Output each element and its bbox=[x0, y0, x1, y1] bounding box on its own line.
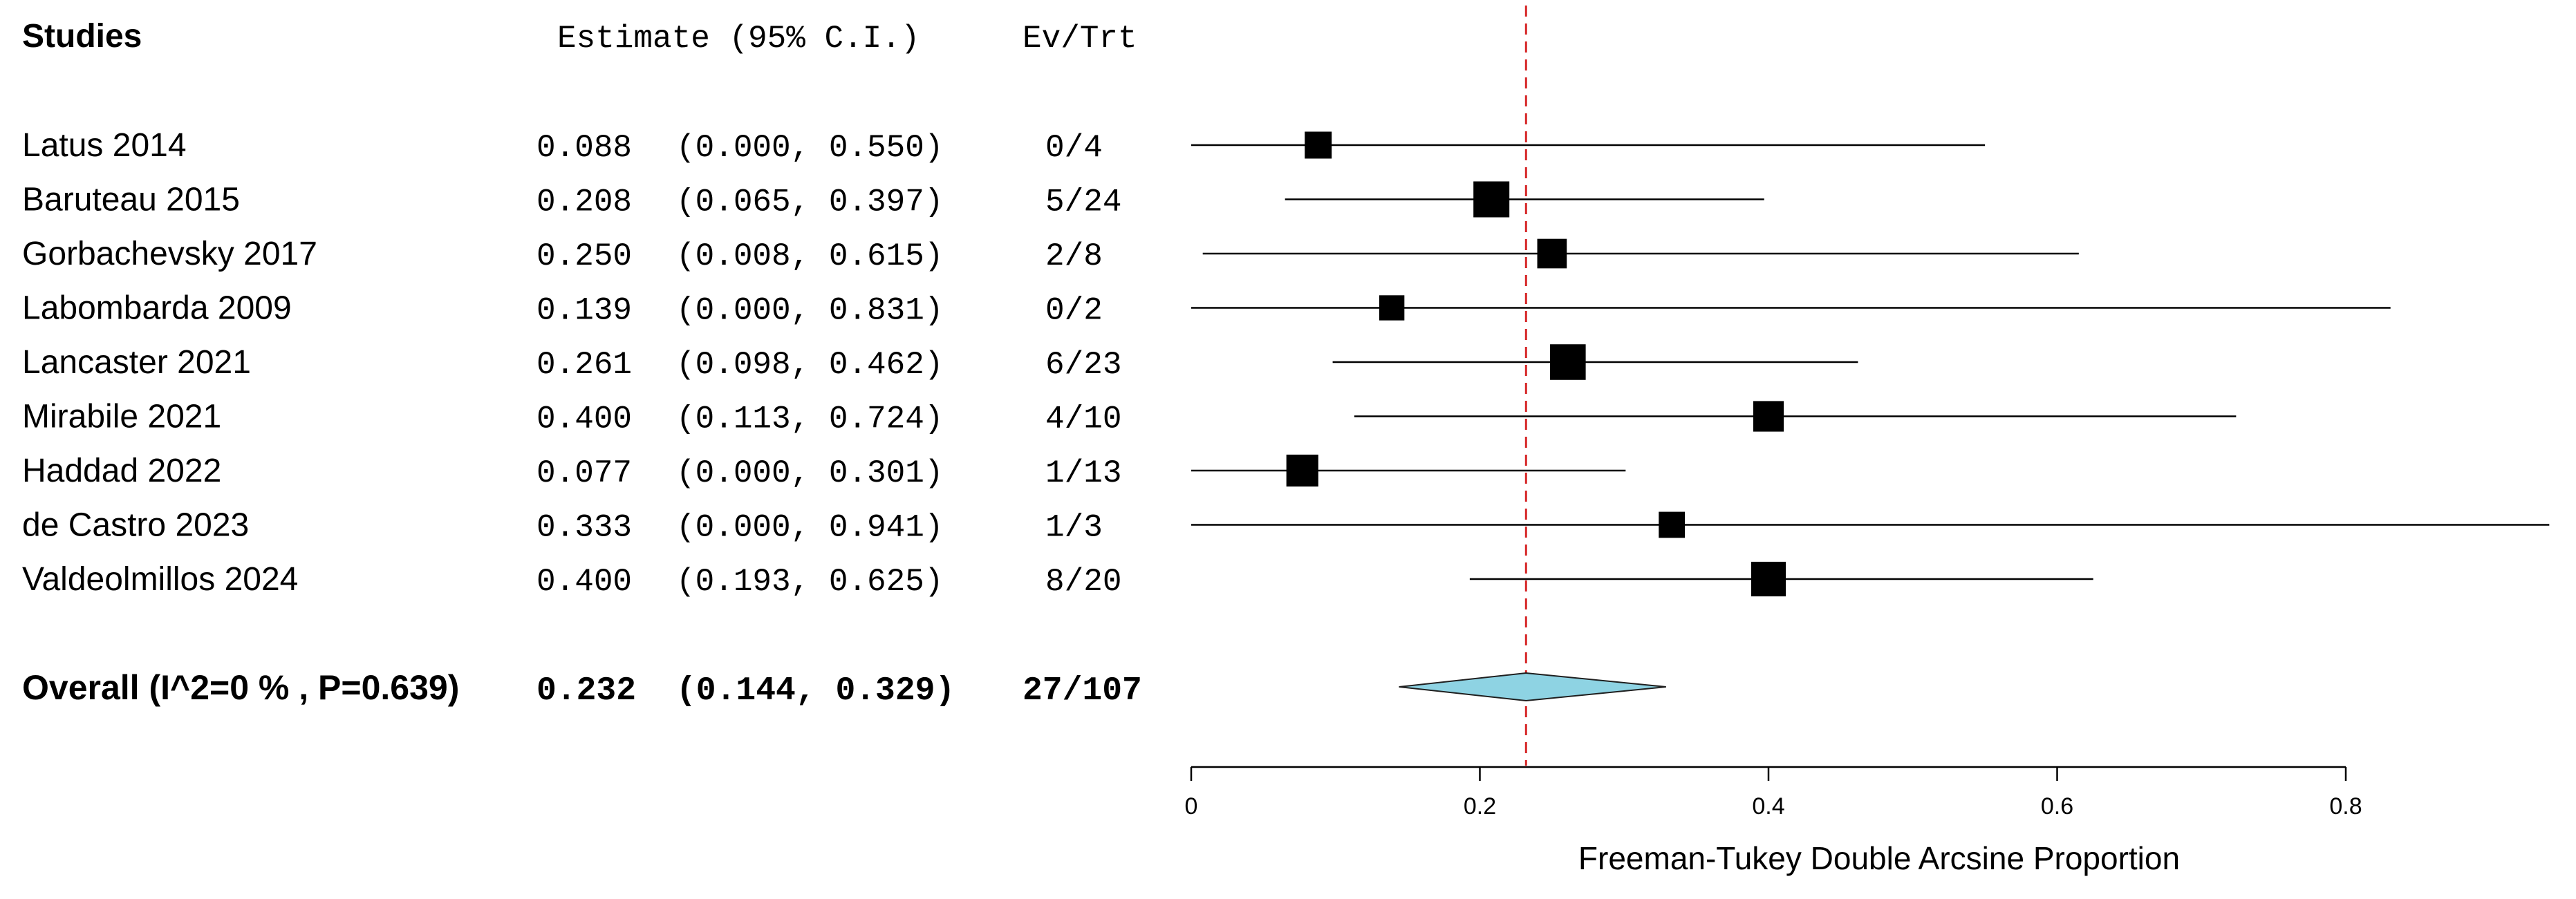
study-estimate: 0.400 bbox=[536, 401, 632, 437]
study-ci: (0.000, 0.831) bbox=[676, 293, 943, 329]
study-name: Gorbachevsky 2017 bbox=[22, 236, 317, 272]
header-estimate: Estimate (95% C.I.) bbox=[557, 21, 920, 57]
study-ci: (0.065, 0.397) bbox=[676, 184, 943, 220]
x-axis: 0 0.2 0.4 0.6 0.8 bbox=[1185, 766, 2362, 820]
study-point-marker bbox=[1659, 511, 1686, 538]
overall-events: 27/107 bbox=[1023, 672, 1142, 710]
study-estimate: 0.400 bbox=[536, 564, 632, 600]
overall-diamond bbox=[1399, 672, 1666, 702]
study-ci: (0.000, 0.550) bbox=[676, 130, 943, 166]
study-events: 1/3 bbox=[1045, 510, 1103, 546]
study-ci: (0.098, 0.462) bbox=[676, 347, 943, 383]
study-name: Mirabile 2021 bbox=[22, 399, 221, 435]
study-estimate: 0.250 bbox=[536, 238, 632, 274]
study-events: 1/13 bbox=[1045, 455, 1121, 491]
study-events: 8/20 bbox=[1045, 564, 1121, 600]
study-ci: (0.113, 0.724) bbox=[676, 401, 943, 437]
study-point-marker bbox=[1751, 561, 1786, 597]
study-estimate: 0.077 bbox=[536, 455, 632, 491]
header-studies: Studies bbox=[22, 18, 142, 55]
overall-ci: (0.144, 0.329) bbox=[676, 672, 955, 710]
study-ci: (0.000, 0.301) bbox=[676, 455, 943, 491]
study-point-marker bbox=[1379, 295, 1405, 321]
study-events: 5/24 bbox=[1045, 184, 1121, 220]
study-rows: Latus 2014 0.088 (0.000, 0.550) 0/4 Baruteau… bbox=[22, 127, 2550, 600]
study-name: de Castro 2023 bbox=[22, 507, 249, 544]
study-point-marker bbox=[1473, 181, 1510, 218]
x-axis-tick-label: 0.6 bbox=[2041, 793, 2073, 820]
study-point-marker bbox=[1550, 344, 1586, 380]
x-axis-tick-label: 0.8 bbox=[2329, 793, 2362, 820]
study-name: Valdeolmillos 2024 bbox=[22, 561, 298, 598]
study-point-marker bbox=[1286, 454, 1318, 487]
study-ci: (0.008, 0.615) bbox=[676, 238, 943, 274]
study-events: 0/4 bbox=[1045, 130, 1103, 166]
study-name: Latus 2014 bbox=[22, 127, 187, 164]
study-ci: (0.193, 0.625) bbox=[676, 564, 943, 600]
study-events: 2/8 bbox=[1045, 238, 1103, 274]
study-estimate: 0.261 bbox=[536, 347, 632, 383]
x-axis-tick-label: 0.4 bbox=[1752, 793, 1784, 820]
study-ci: (0.000, 0.941) bbox=[676, 510, 943, 546]
study-events: 6/23 bbox=[1045, 347, 1121, 383]
study-name: Lancaster 2021 bbox=[22, 344, 251, 381]
x-axis-tick-label: 0.2 bbox=[1464, 793, 1496, 820]
overall-estimate: 0.232 bbox=[536, 672, 636, 710]
header-events: Ev/Trt bbox=[1023, 21, 1137, 57]
study-estimate: 0.333 bbox=[536, 510, 632, 546]
study-events: 4/10 bbox=[1045, 401, 1121, 437]
study-estimate: 0.208 bbox=[536, 184, 632, 220]
x-axis-tick-label: 0 bbox=[1185, 793, 1198, 820]
x-axis-label: Freeman-Tukey Double Arcsine Proportion bbox=[1578, 840, 2180, 876]
study-point-marker bbox=[1753, 401, 1784, 432]
study-point-marker bbox=[1537, 238, 1567, 269]
study-events: 0/2 bbox=[1045, 293, 1103, 329]
study-name: Labombarda 2009 bbox=[22, 290, 292, 327]
overall-label: Overall (I^2=0 % , P=0.639) bbox=[22, 668, 459, 707]
study-name: Baruteau 2015 bbox=[22, 182, 240, 218]
study-name: Haddad 2022 bbox=[22, 453, 221, 489]
study-estimate: 0.088 bbox=[536, 130, 632, 166]
study-estimate: 0.139 bbox=[536, 293, 632, 329]
study-point-marker bbox=[1305, 131, 1332, 159]
